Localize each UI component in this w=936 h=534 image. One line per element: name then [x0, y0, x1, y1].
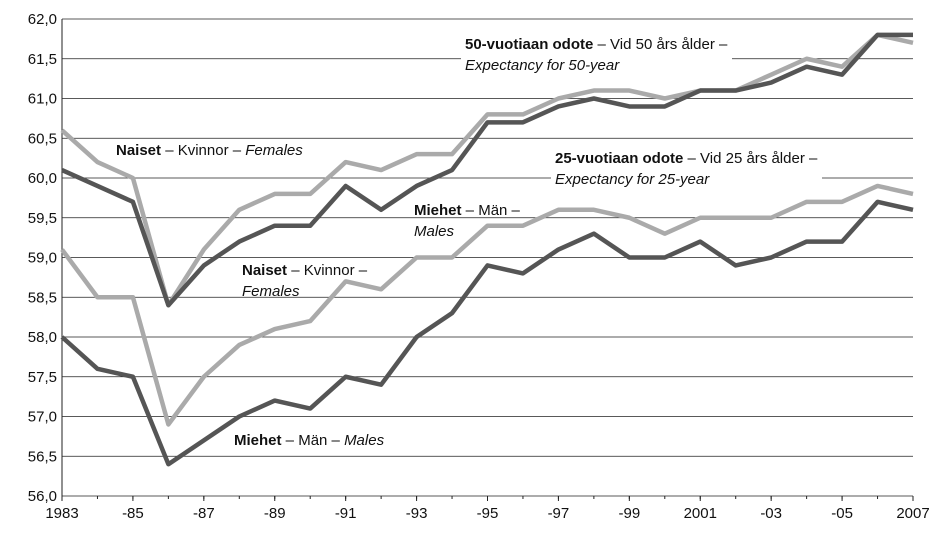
annotation-regular: – Kvinnor –: [287, 262, 368, 279]
y-tick-label: 60,5: [28, 130, 57, 147]
y-tick-label: 58,0: [28, 329, 57, 346]
y-tick-label: 58,5: [28, 289, 57, 306]
annotation-text: Naiset – Kvinnor –: [242, 262, 368, 279]
annotation-text: Miehet – Män – Males: [234, 432, 385, 449]
annotation-bg: [461, 33, 732, 77]
x-tick-label: 2007: [896, 505, 929, 522]
x-tick-label: -05: [831, 505, 853, 522]
y-tick-label: 57,5: [28, 369, 57, 386]
annotation-text: Naiset – Kvinnor – Females: [116, 142, 303, 159]
y-tick-label: 56,0: [28, 488, 57, 505]
annotation-regular: – Män –: [462, 202, 521, 219]
annotation-text: Females: [242, 283, 300, 300]
y-tick-label: 57,0: [28, 409, 57, 426]
annotation-italic: Males: [344, 432, 385, 449]
annotation-text: 25-vuotiaan odote – Vid 25 års ålder –: [555, 150, 818, 167]
annotation-italic: Females: [242, 283, 300, 300]
series-line: [60, 199, 914, 467]
series-line: [61, 32, 913, 308]
x-tick-label: -87: [193, 505, 215, 522]
annotation: 25-vuotiaan odote – Vid 25 års ålder – Ex…: [551, 147, 822, 191]
annotation: 50-vuotiaan odote – Vid 50 års ålder – Ex…: [461, 33, 732, 77]
x-tick-label: -91: [335, 505, 357, 522]
annotation-text: 50-vuotiaan odote – Vid 50 års ålder –: [465, 36, 728, 53]
annotation-italic: Females: [245, 142, 303, 159]
annotation: Naiset – Kvinnor – Females: [242, 262, 368, 300]
annotation-italic: Expectancy for 50-year: [465, 57, 620, 74]
y-tick-label: 59,0: [28, 250, 57, 267]
x-tick-label: -89: [264, 505, 286, 522]
annotation-bold: Miehet: [414, 202, 462, 219]
annotation-text: Miehet – Män –: [414, 202, 521, 219]
annotation: Miehet – Män – Males: [414, 202, 521, 240]
annotation-italic: Males: [414, 223, 455, 240]
annotation-bold: Naiset: [242, 262, 287, 279]
y-tick-label: 61,0: [28, 91, 57, 108]
annotation-regular: – Män –: [282, 432, 345, 449]
annotation: Miehet – Män – Males: [234, 432, 385, 449]
x-tick-label: -95: [477, 505, 499, 522]
annotation-text: Males: [414, 223, 455, 240]
annotation: Naiset – Kvinnor – Females: [116, 142, 303, 159]
annotation-regular: – Vid 50 års ålder –: [593, 36, 728, 53]
y-tick-label: 56,5: [28, 448, 57, 465]
annotation-regular: – Vid 25 års ålder –: [683, 150, 818, 167]
annotation-bold: Naiset: [116, 142, 161, 159]
annotation-text: Expectancy for 50-year: [465, 57, 620, 74]
annotation-bg: [551, 147, 822, 191]
annotation-bold: 50-vuotiaan odote: [465, 36, 593, 53]
x-tick-label: -85: [122, 505, 144, 522]
x-tick-label: -93: [406, 505, 428, 522]
x-tick-label: -03: [760, 505, 782, 522]
x-tick-label: 2001: [684, 505, 717, 522]
annotation-text: Expectancy for 25-year: [555, 171, 710, 188]
y-tick-label: 60,0: [28, 170, 57, 187]
x-tick-label: 1983: [45, 505, 78, 522]
annotation-regular: – Kvinnor –: [161, 142, 245, 159]
series-line: [60, 32, 914, 308]
x-tick-label: -99: [618, 505, 640, 522]
series-line: [60, 183, 914, 427]
x-tick-label: -97: [548, 505, 570, 522]
annotation-italic: Expectancy for 25-year: [555, 171, 710, 188]
y-tick-label: 62,0: [28, 11, 57, 28]
y-tick-label: 59,5: [28, 210, 57, 227]
annotation-bold: 25-vuotiaan odote: [555, 150, 683, 167]
y-tick-label: 61,5: [28, 51, 57, 68]
annotation-bold: Miehet: [234, 432, 282, 449]
